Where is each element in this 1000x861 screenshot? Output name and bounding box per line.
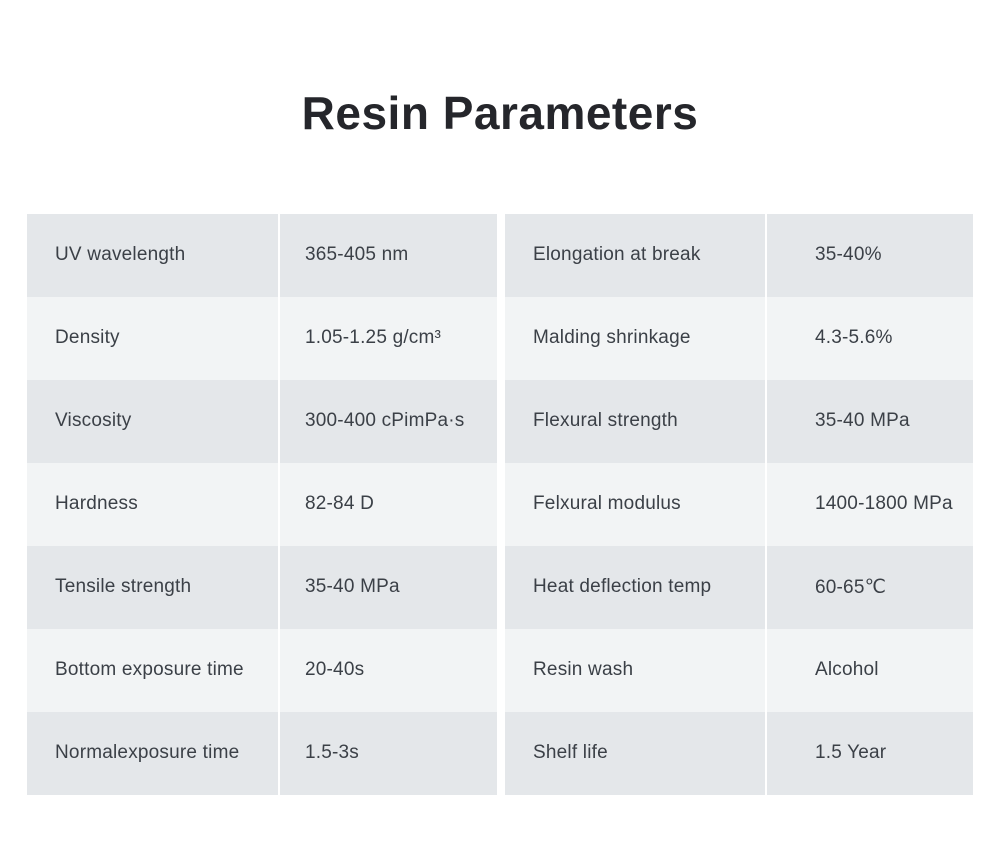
param-name-cell: Normalexposure time	[27, 711, 280, 795]
table-row: Resin wash Alcohol	[505, 628, 973, 712]
table-row: Normalexposure time 1.5-3s	[27, 711, 497, 795]
param-value-cell: 60-65℃	[815, 576, 887, 598]
table-row: Hardness 82-84 D	[27, 462, 497, 546]
param-name-cell: Shelf life	[505, 711, 767, 795]
param-value-cell: 1400-1800 MPa	[815, 493, 953, 515]
spec-table-left: UV wavelength 365-405 nm Density 1.05-1.…	[27, 213, 497, 795]
param-value-cell: 35-40 MPa	[305, 576, 400, 598]
param-name-cell: Bottom exposure time	[27, 628, 280, 712]
param-name-cell: Felxural modulus	[505, 462, 767, 546]
param-value-cell: Alcohol	[815, 659, 879, 681]
param-value-cell: 300-400 cPimPa·s	[305, 410, 465, 432]
param-value-cell: 1.5-3s	[305, 742, 360, 764]
param-name-cell: Density	[27, 296, 280, 380]
param-value-cell: 35-40 MPa	[815, 410, 910, 432]
param-name-cell: Hardness	[27, 462, 280, 546]
param-name-cell: Resin wash	[505, 628, 767, 712]
table-row: Tensile strength 35-40 MPa	[27, 545, 497, 629]
table-row: Density 1.05-1.25 g/cm³	[27, 296, 497, 380]
table-row: Malding shrinkage 4.3-5.6%	[505, 296, 973, 380]
page-title: Resin Parameters	[301, 86, 699, 139]
table-row: Viscosity 300-400 cPimPa·s	[27, 379, 497, 463]
param-value-cell: 35-40%	[815, 244, 882, 266]
param-name-cell: Malding shrinkage	[505, 296, 767, 380]
table-row: Flexural strength 35-40 MPa	[505, 379, 973, 463]
spec-table-right: Elongation at break 35-40% Malding shrin…	[505, 213, 973, 795]
table-row: Shelf life 1.5 Year	[505, 711, 973, 795]
table-row: UV wavelength 365-405 nm	[27, 213, 497, 297]
param-name-cell: Flexural strength	[505, 379, 767, 463]
param-value-cell: 1.5 Year	[815, 742, 887, 764]
param-value-cell: 365-405 nm	[305, 244, 409, 266]
table-row: Elongation at break 35-40%	[505, 213, 973, 297]
param-name-cell: Viscosity	[27, 379, 280, 463]
param-value-cell: 4.3-5.6%	[815, 327, 893, 349]
param-value-cell: 1.05-1.25 g/cm³	[305, 327, 442, 349]
spec-tables-container: UV wavelength 365-405 nm Density 1.05-1.…	[27, 213, 973, 795]
param-name-cell: UV wavelength	[27, 213, 280, 297]
param-value-cell: 20-40s	[305, 659, 365, 681]
table-row: Bottom exposure time 20-40s	[27, 628, 497, 712]
param-name-cell: Heat deflection temp	[505, 545, 767, 629]
table-row: Felxural modulus 1400-1800 MPa	[505, 462, 973, 546]
param-value-cell: 82-84 D	[305, 493, 374, 515]
param-name-cell: Tensile strength	[27, 545, 280, 629]
param-name-cell: Elongation at break	[505, 213, 767, 297]
table-row: Heat deflection temp 60-65℃	[505, 545, 973, 629]
